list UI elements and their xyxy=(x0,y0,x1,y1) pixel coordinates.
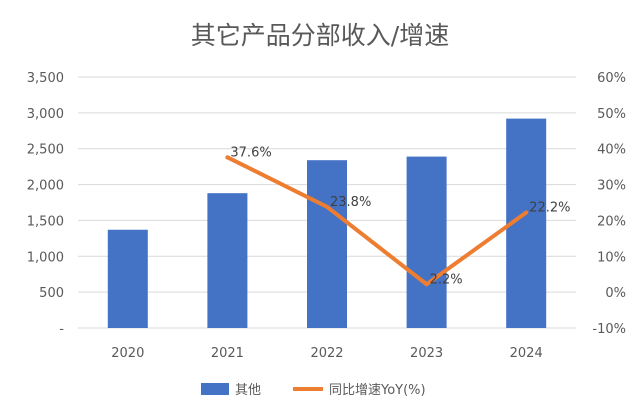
data-labels: 37.6% 23.8% 2.2% 22.2% xyxy=(230,145,570,287)
line-point xyxy=(225,155,230,160)
x-tick-label: 2021 xyxy=(211,346,244,361)
y-left-tick-label: 500 xyxy=(39,286,64,301)
y-left-tick-label: 1,000 xyxy=(27,250,64,265)
y-right-tick-label: 40% xyxy=(597,143,626,158)
chart-title: 其它产品分部收入/增速 xyxy=(191,21,449,50)
legend-label: 其他 xyxy=(235,383,261,398)
data-label: 2.2% xyxy=(430,272,463,287)
line-point xyxy=(325,204,329,209)
y-right-tick-label: 50% xyxy=(597,107,626,122)
y-right-tick-label: 60% xyxy=(597,71,626,86)
legend: 其他 同比增速YoY(%) xyxy=(201,383,426,398)
line-point xyxy=(424,282,429,287)
y-left-tick-label: 3,000 xyxy=(27,107,64,122)
bar xyxy=(307,160,347,328)
bar xyxy=(207,193,248,328)
data-label: 22.2% xyxy=(529,201,570,216)
x-tick-label: 2024 xyxy=(510,346,543,361)
bar-series xyxy=(107,118,547,328)
data-label: 37.6% xyxy=(230,145,271,160)
x-tick-label: 2023 xyxy=(410,346,443,361)
axes: - 500 1,000 1,500 2,000 2,500 3,000 3,500 -10% 0%… xyxy=(27,71,626,361)
y-right-tick-label: 20% xyxy=(597,214,626,229)
y-left-tick-label: - xyxy=(59,322,64,337)
yoy-growth-line xyxy=(225,155,529,287)
bar xyxy=(107,229,148,328)
data-label: 23.8% xyxy=(330,195,371,210)
y-right-tick-label: 30% xyxy=(597,179,626,194)
line-point xyxy=(524,210,529,215)
y-left-tick-label: 2,500 xyxy=(27,143,64,158)
legend-swatch-bar xyxy=(201,383,229,395)
y-left-tick-label: 3,500 xyxy=(27,71,64,86)
line-series xyxy=(225,155,529,287)
x-tick-label: 2022 xyxy=(310,346,343,361)
y-right-tick-label: 0% xyxy=(605,286,626,301)
y-right-tick-label: -10% xyxy=(592,322,626,337)
y-right-tick-label: 10% xyxy=(597,250,626,265)
y-left-tick-label: 2,000 xyxy=(27,179,64,194)
bar xyxy=(406,156,447,328)
legend-label: 同比增速YoY(%) xyxy=(329,383,426,398)
y-left-tick-label: 1,500 xyxy=(27,214,64,229)
x-tick-label: 2020 xyxy=(111,346,144,361)
